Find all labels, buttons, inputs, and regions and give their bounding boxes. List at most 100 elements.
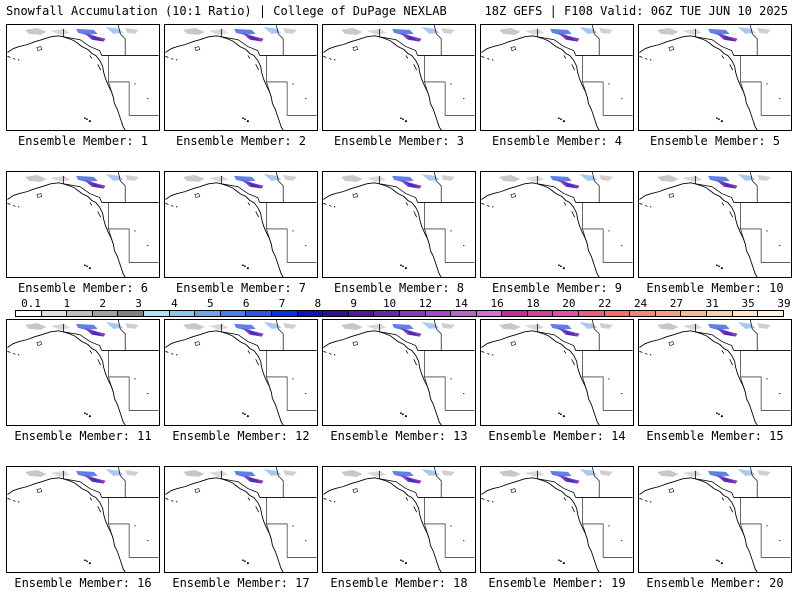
colorbar-segment xyxy=(16,311,42,316)
basemap-svg xyxy=(7,320,159,425)
basemap-svg xyxy=(481,172,633,277)
colorbar-segment xyxy=(707,311,733,316)
ensemble-member-label: Ensemble Member: 16 xyxy=(14,576,152,590)
colorbar-tick-label: 20 xyxy=(562,297,576,310)
colorbar-segment xyxy=(297,311,324,316)
model-run-info: 18Z GEFS | F108 Valid: 06Z TUE JUN 10 20… xyxy=(484,4,788,18)
ensemble-map-panel xyxy=(164,24,318,131)
colorbar-segment xyxy=(579,311,605,316)
ensemble-map-panel xyxy=(164,171,318,278)
basemap-svg xyxy=(639,320,791,425)
ensemble-member-label: Ensemble Member: 18 xyxy=(330,576,468,590)
colorbar-tick-label: 27 xyxy=(669,297,684,310)
basemap-svg xyxy=(7,172,159,277)
colorbar-segment xyxy=(348,311,375,316)
colorbar-tick-label: 24 xyxy=(633,297,648,310)
colorbar-segment xyxy=(399,311,426,316)
ensemble-map-panel xyxy=(6,24,160,131)
colorbar-segment xyxy=(655,311,682,316)
ensemble-member-label: Ensemble Member: 15 xyxy=(646,429,784,443)
basemap-svg xyxy=(639,467,791,572)
colorbar-segment xyxy=(67,311,93,316)
ensemble-member-label: Ensemble Member: 8 xyxy=(333,281,465,295)
colorbar-segment xyxy=(476,311,503,316)
colorbar-segment xyxy=(323,311,349,316)
ensemble-map-panel xyxy=(6,319,160,426)
ensemble-map-panel xyxy=(6,466,160,573)
basemap-svg xyxy=(481,25,633,130)
ensemble-map-panel xyxy=(164,319,318,426)
ensemble-member-label: Ensemble Member: 7 xyxy=(175,281,307,295)
colorbar-tick-label: 22 xyxy=(598,297,612,310)
ensemble-member-label: Ensemble Member: 12 xyxy=(172,429,310,443)
colorbar-tick-label: 10 xyxy=(382,297,397,310)
ensemble-map-panel xyxy=(6,171,160,278)
ensemble-member-label: Ensemble Member: 20 xyxy=(646,576,784,590)
colorbar-segment xyxy=(169,311,196,316)
colorbar-tick-label: 9 xyxy=(350,297,358,310)
basemap-svg xyxy=(7,25,159,130)
basemap-svg xyxy=(639,172,791,277)
colorbar-segment xyxy=(41,311,68,316)
colorbar-segment xyxy=(758,311,783,316)
colorbar-tick-label: 39 xyxy=(777,297,791,310)
ensemble-map-panel xyxy=(480,24,634,131)
colorbar-segment xyxy=(681,311,708,316)
colorbar-segment xyxy=(604,311,631,316)
basemap-svg xyxy=(639,25,791,130)
ensemble-member-label: Ensemble Member: 14 xyxy=(488,429,626,443)
ensemble-map-panel xyxy=(638,466,792,573)
colorbar-tick-label: 3 xyxy=(135,297,142,310)
ensemble-member-label: Ensemble Member: 5 xyxy=(649,134,781,148)
colorbar-tick-label: 4 xyxy=(171,297,178,310)
ensemble-map-panel xyxy=(322,24,476,131)
colorbar-tick-label: 14 xyxy=(454,297,468,310)
colorbar-segment xyxy=(374,311,400,316)
ensemble-member-label: Ensemble Member: 19 xyxy=(488,576,626,590)
colorbar-segment xyxy=(143,311,170,316)
colorbar-tick-label: 12 xyxy=(418,297,433,310)
ensemble-member-label: Ensemble Member: 3 xyxy=(333,134,465,148)
basemap-svg xyxy=(323,25,475,130)
ensemble-member-label: Ensemble Member: 17 xyxy=(172,576,310,590)
basemap-svg xyxy=(481,320,633,425)
colorbar-segment xyxy=(451,311,477,316)
basemap-svg xyxy=(165,320,317,425)
ensemble-member-label: Ensemble Member: 13 xyxy=(330,429,468,443)
snowfall-colorbar xyxy=(15,310,784,317)
colorbar-segment xyxy=(271,311,298,316)
colorbar-segment xyxy=(425,311,452,316)
colorbar-segment xyxy=(92,311,119,316)
colorbar-tick-label: 2 xyxy=(99,297,107,310)
colorbar-segment xyxy=(246,311,272,316)
colorbar-segment xyxy=(195,311,221,316)
colorbar-segment xyxy=(553,311,580,316)
basemap-svg xyxy=(7,467,159,572)
ensemble-member-label: Ensemble Member: 4 xyxy=(491,134,623,148)
ensemble-member-label: Ensemble Member: 1 xyxy=(17,134,149,148)
colorbar-tick-label: 1 xyxy=(63,297,71,310)
colorbar-tick-label: 7 xyxy=(278,297,286,310)
colorbar-tick-label: 5 xyxy=(206,297,214,310)
colorbar-segment xyxy=(527,311,554,316)
ensemble-member-label: Ensemble Member: 10 xyxy=(646,281,784,295)
basemap-svg xyxy=(323,320,475,425)
ensemble-map-panel xyxy=(480,466,634,573)
basemap-svg xyxy=(165,172,317,277)
ensemble-member-label: Ensemble Member: 2 xyxy=(175,134,307,148)
colorbar-segment xyxy=(732,311,759,316)
ensemble-map-panel xyxy=(480,171,634,278)
basemap-svg xyxy=(323,467,475,572)
colorbar-tick-label: 0.1 xyxy=(21,297,41,310)
ensemble-map-panel xyxy=(322,466,476,573)
basemap-svg xyxy=(165,25,317,130)
ensemble-member-label: Ensemble Member: 11 xyxy=(14,429,152,443)
basemap-svg xyxy=(481,467,633,572)
colorbar-segment xyxy=(118,311,144,316)
ensemble-member-label: Ensemble Member: 9 xyxy=(491,281,623,295)
colorbar-segment xyxy=(502,311,528,316)
colorbar-tick-label: 18 xyxy=(526,297,540,310)
colorbar-segment xyxy=(630,311,656,316)
colorbar-tick-label: 8 xyxy=(314,297,322,310)
ensemble-map-panel xyxy=(638,24,792,131)
